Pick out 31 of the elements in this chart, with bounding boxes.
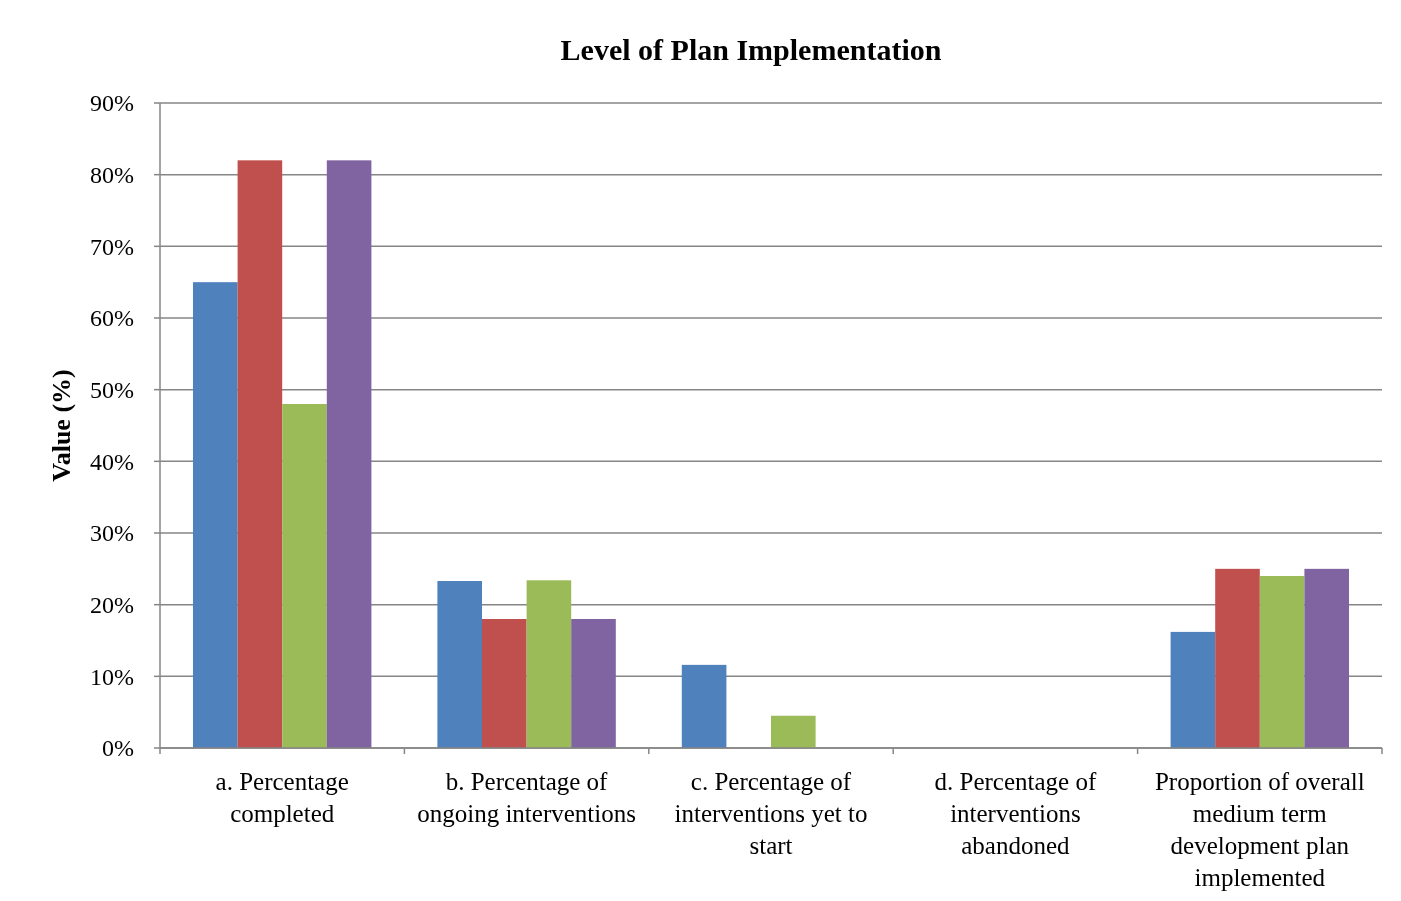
- y-tick-label: 0%: [102, 735, 134, 762]
- x-tick-label: Proportion of overall medium term development plan implemented: [1154, 768, 1365, 891]
- bar: [237, 160, 283, 748]
- y-tick-label: 30%: [90, 520, 134, 547]
- y-tick-label: 40%: [90, 448, 134, 475]
- y-tick-label: 50%: [90, 377, 134, 404]
- bar: [1215, 568, 1260, 748]
- bar: [192, 282, 238, 748]
- bar: [1304, 568, 1349, 748]
- bar: [771, 715, 816, 748]
- y-tick-label: 10%: [90, 663, 134, 690]
- x-tick-label: c. Percentage of interventions yet to start: [674, 768, 868, 859]
- x-tick-label: a. Percentage completed: [215, 768, 349, 827]
- y-tick-label: 90%: [90, 90, 134, 117]
- bar: [437, 581, 482, 748]
- bar: [1170, 631, 1216, 748]
- y-tick-label: 80%: [90, 162, 134, 189]
- bar: [681, 664, 727, 748]
- bar: [1259, 576, 1305, 748]
- y-tick-label: 20%: [90, 592, 134, 619]
- y-tick-label: 60%: [90, 305, 134, 332]
- chart-title: Level of Plan Implementation: [560, 33, 942, 66]
- bar: [526, 580, 572, 748]
- bar: [482, 619, 527, 748]
- bar: [571, 619, 616, 748]
- y-tick-label: 70%: [90, 233, 134, 260]
- y-axis-title: Value (%): [47, 369, 76, 482]
- bar: [326, 160, 372, 748]
- x-tick-label: b. Percentage of ongoing interventions: [417, 768, 636, 827]
- x-tick-label: d. Percentage of interventions abandoned: [934, 768, 1097, 859]
- bar: [282, 404, 327, 748]
